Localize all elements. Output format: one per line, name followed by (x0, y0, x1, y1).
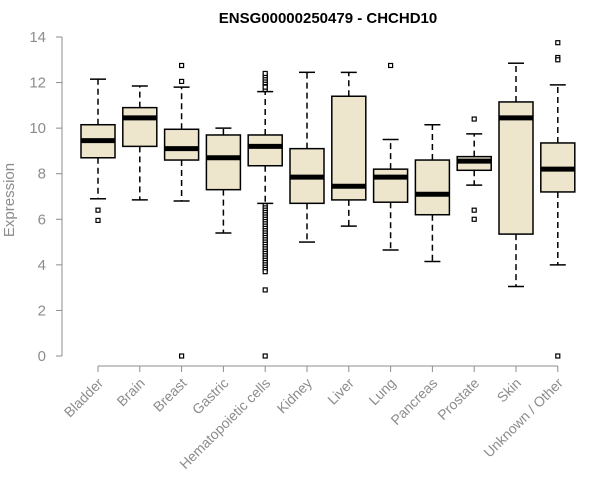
box-body (163, 128, 200, 161)
box-body (205, 134, 242, 191)
outlier-point (262, 84, 268, 90)
x-tick-label: Prostate (434, 375, 482, 423)
outlier-point (262, 269, 268, 275)
outlier-point (555, 40, 561, 46)
outlier-point (555, 57, 561, 63)
outlier-point (95, 207, 101, 213)
y-tick-label: 14 (29, 29, 46, 46)
box-skin (498, 62, 534, 288)
x-tick-label: Kidney (274, 375, 316, 417)
outlier-point (95, 217, 101, 224)
outlier-point (471, 207, 477, 213)
outlier-point (471, 116, 477, 122)
box-bladder (80, 78, 116, 224)
outlier-point (179, 62, 185, 69)
box-liver (331, 71, 367, 227)
box-pancreas (414, 123, 451, 263)
box-hematopoietic-cells (247, 70, 283, 359)
y-tick-label: 2 (38, 302, 46, 319)
y-axis: 0 2 4 6 8 10 12 14 (29, 29, 63, 365)
y-tick-label: 10 (29, 120, 46, 137)
x-tick-label: Brain (113, 375, 147, 409)
y-tick-label: 8 (38, 166, 46, 183)
y-tick-label: 12 (29, 75, 46, 92)
box-unknown-other (540, 40, 576, 359)
x-tick-label: Bladder (61, 375, 107, 421)
outlier-point (471, 216, 477, 222)
box-gastric (205, 127, 242, 234)
box-brain (122, 85, 158, 201)
box-breast (163, 62, 200, 359)
outlier-point (262, 287, 268, 293)
chart-title: ENSG00000250479 - CHCHD10 (219, 10, 437, 27)
y-tick-label: 4 (38, 257, 46, 274)
box-body (247, 134, 283, 167)
y-tick-label: 0 (38, 348, 46, 365)
outlier-point (555, 353, 561, 359)
box-kidney (289, 71, 325, 243)
x-tick-label: Lung (365, 375, 398, 408)
x-tick-label: Skin (494, 375, 525, 406)
x-tick-label: Liver (324, 375, 357, 408)
outlier-point (179, 78, 185, 85)
box-prostate (456, 116, 492, 222)
boxes-layer (80, 40, 576, 359)
box-body (331, 95, 367, 201)
x-tick-label: Unknown / Other (480, 375, 566, 461)
box-body (414, 159, 451, 216)
box-lung (372, 62, 409, 251)
y-tick-label: 6 (38, 211, 46, 228)
outlier-point (262, 353, 268, 359)
x-tick-label: Breast (150, 375, 190, 415)
box-body (372, 168, 409, 203)
box-body (498, 101, 534, 235)
outlier-point (388, 62, 394, 69)
outlier-point (262, 70, 268, 77)
y-axis-label: Expression (1, 163, 18, 237)
box-body (122, 106, 158, 148)
outlier-point (179, 353, 185, 359)
